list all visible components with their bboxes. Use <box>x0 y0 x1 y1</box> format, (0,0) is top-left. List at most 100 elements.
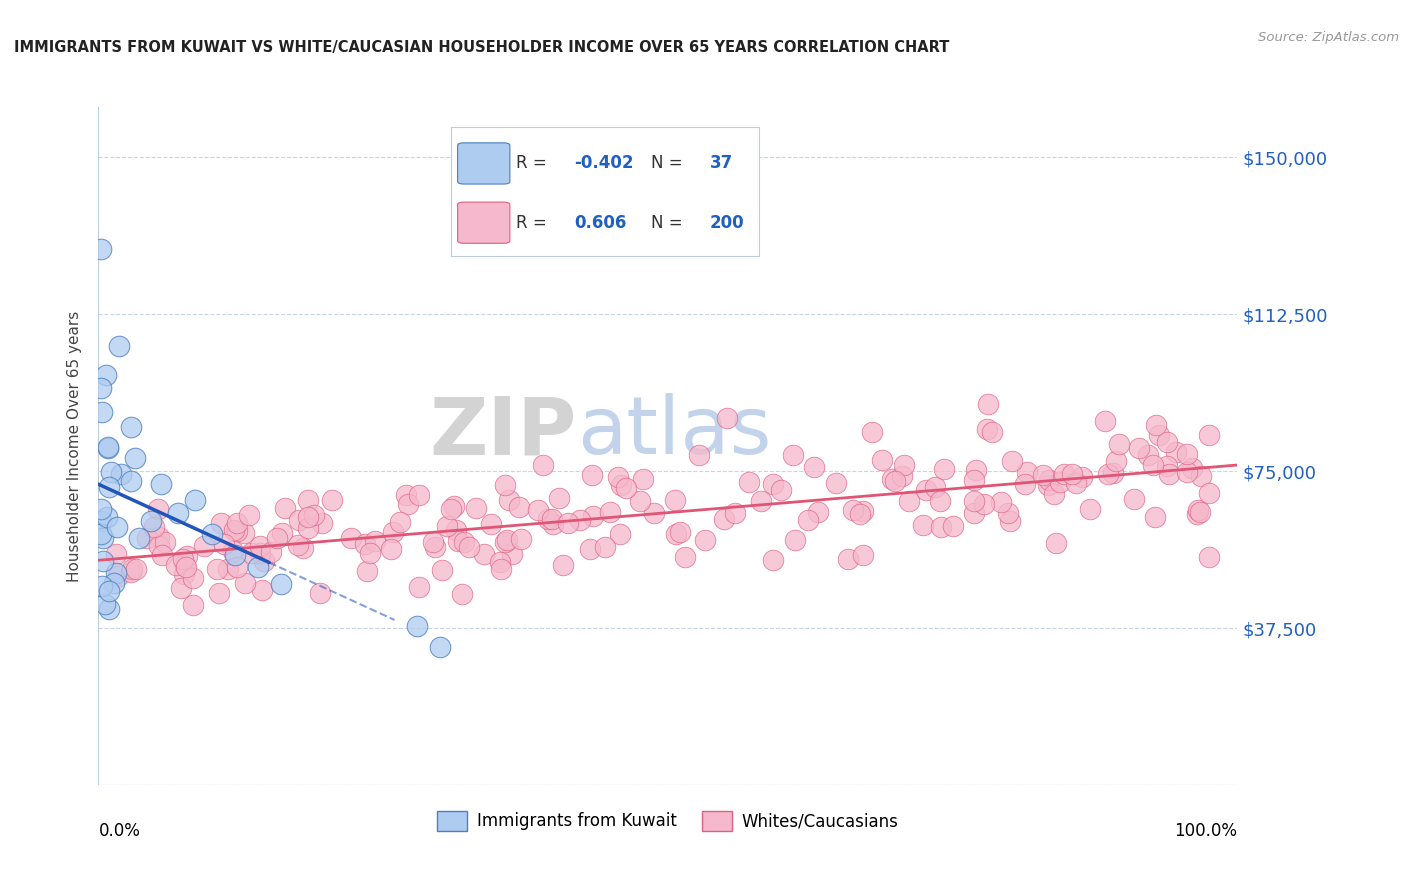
Point <box>222 524 245 538</box>
Point <box>897 494 920 508</box>
Point <box>1032 467 1054 482</box>
Point <box>578 542 600 557</box>
Text: 100.0%: 100.0% <box>1174 822 1237 840</box>
Point <box>359 546 381 560</box>
Point <box>498 492 520 507</box>
Point <box>548 491 571 506</box>
Point <box>396 497 419 511</box>
Point <box>104 566 127 581</box>
Point <box>1181 461 1204 475</box>
Point <box>1060 467 1083 482</box>
Point <box>1137 448 1160 462</box>
Point <box>527 503 550 517</box>
Point <box>354 536 377 550</box>
Point <box>270 526 292 541</box>
Point <box>762 553 785 567</box>
Point <box>249 546 271 560</box>
Point <box>543 517 565 532</box>
Point <box>107 568 129 582</box>
Point <box>321 492 343 507</box>
Text: IMMIGRANTS FROM KUWAIT VS WHITE/CAUCASIAN HOUSEHOLDER INCOME OVER 65 YEARS CORRE: IMMIGRANTS FROM KUWAIT VS WHITE/CAUCASIA… <box>14 40 949 55</box>
Point <box>510 532 533 546</box>
Point <box>488 555 510 569</box>
Point <box>1094 414 1116 428</box>
Point <box>825 475 848 490</box>
Point <box>395 488 418 502</box>
Point <box>713 512 735 526</box>
Point <box>932 462 955 476</box>
Point <box>973 497 995 511</box>
Point <box>914 483 936 497</box>
Point <box>508 500 530 514</box>
Point <box>1014 477 1036 491</box>
Point <box>870 452 893 467</box>
Point <box>246 560 269 574</box>
Point <box>785 533 807 547</box>
Point <box>238 508 260 523</box>
Point <box>1144 510 1167 524</box>
Point <box>443 499 465 513</box>
Point <box>472 547 495 561</box>
Point <box>1097 467 1119 482</box>
Point <box>212 537 235 551</box>
Point <box>998 514 1021 528</box>
Point <box>311 516 333 531</box>
Point <box>408 488 430 502</box>
Point <box>883 475 905 489</box>
Point <box>1101 466 1123 480</box>
Point <box>217 562 239 576</box>
Point <box>1156 435 1178 450</box>
Point <box>496 533 519 548</box>
Point <box>929 494 952 508</box>
Point <box>769 483 792 497</box>
Point <box>105 547 128 561</box>
Point <box>339 531 361 545</box>
Point <box>446 524 468 538</box>
Point <box>381 525 404 540</box>
Point <box>170 581 193 595</box>
Point <box>90 405 112 419</box>
Point <box>96 510 118 524</box>
Point <box>98 602 121 616</box>
Point <box>1017 465 1039 479</box>
Point <box>110 467 132 481</box>
Point <box>97 440 120 454</box>
Point <box>364 534 387 549</box>
Point <box>97 441 120 455</box>
Point <box>432 563 454 577</box>
Point <box>225 524 247 538</box>
Point <box>94 597 117 611</box>
Point <box>890 469 912 483</box>
Point <box>880 472 903 486</box>
Point <box>287 538 309 552</box>
Point <box>174 559 197 574</box>
Point <box>628 493 651 508</box>
Point <box>429 640 451 654</box>
Point <box>841 503 863 517</box>
Point <box>193 539 215 553</box>
Point <box>1159 467 1181 482</box>
Point <box>120 474 142 488</box>
Point <box>148 539 170 553</box>
Point <box>1036 477 1059 491</box>
Point <box>90 502 112 516</box>
Point <box>208 585 231 599</box>
Point <box>860 425 883 439</box>
Point <box>1071 469 1094 483</box>
Point <box>852 503 875 517</box>
Point <box>501 547 523 561</box>
Point <box>125 562 148 576</box>
Point <box>124 451 146 466</box>
Point <box>297 493 319 508</box>
Point <box>1147 428 1170 442</box>
Point <box>309 586 332 600</box>
Point <box>1045 536 1067 550</box>
Point <box>664 492 686 507</box>
Point <box>609 478 631 492</box>
Point <box>749 494 772 508</box>
Point <box>356 564 378 578</box>
Point <box>91 531 114 545</box>
Point <box>851 549 873 563</box>
Point <box>153 535 176 549</box>
Point <box>406 619 429 633</box>
